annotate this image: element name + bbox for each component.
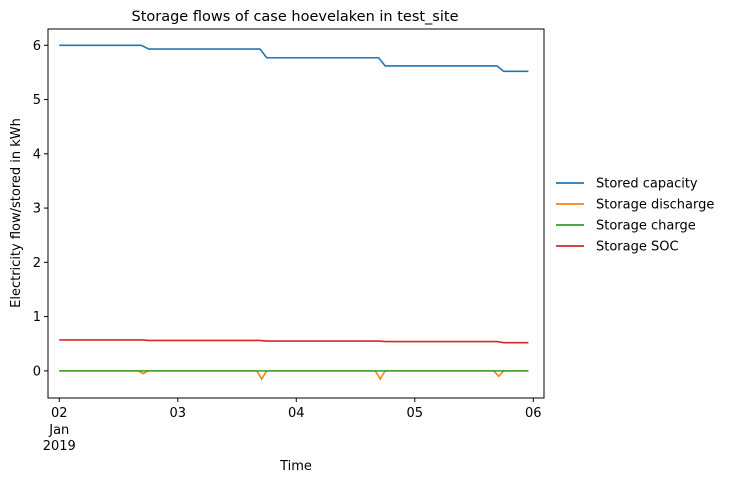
series-line-4	[59, 339, 529, 344]
legend-label: Stored capacity	[596, 177, 698, 192]
y-tick-label: 0	[33, 364, 41, 379]
plot-frame	[47, 28, 545, 399]
x-tick-label: 05	[407, 406, 424, 421]
y-tick-label: 1	[33, 310, 41, 325]
legend-label: Storage charge	[596, 219, 696, 234]
chart-title: Storage flows of case hoevelaken in test…	[131, 9, 458, 25]
x-tick-label: 02	[51, 406, 68, 421]
series-line-2	[59, 370, 529, 381]
x-axis-label: Time	[279, 459, 312, 474]
y-axis: 0 1 2 3 4 5 6	[33, 39, 48, 379]
y-tick-label: 5	[33, 93, 41, 108]
y-tick-label: 4	[33, 147, 41, 162]
y-tick-label: 6	[33, 39, 41, 54]
x-tick-label: 03	[170, 406, 187, 421]
x-tick-sub-label: Jan	[48, 423, 69, 438]
legend-label: Storage discharge	[596, 198, 714, 213]
y-tick-label: 3	[33, 202, 41, 217]
series-layer	[59, 44, 529, 381]
legend-label: Storage SOC	[596, 240, 679, 255]
y-tick-label: 2	[33, 256, 41, 271]
x-tick-sub-label: 2019	[43, 439, 76, 454]
x-tick-label: 04	[288, 406, 305, 421]
series-line-1	[59, 44, 529, 73]
legend: Stored capacity Storage discharge Storage …	[556, 177, 714, 255]
x-tick-label: 06	[525, 406, 542, 421]
y-axis-label: Electricity flow/stored in kWh	[9, 118, 24, 308]
plot-area	[47, 28, 545, 399]
